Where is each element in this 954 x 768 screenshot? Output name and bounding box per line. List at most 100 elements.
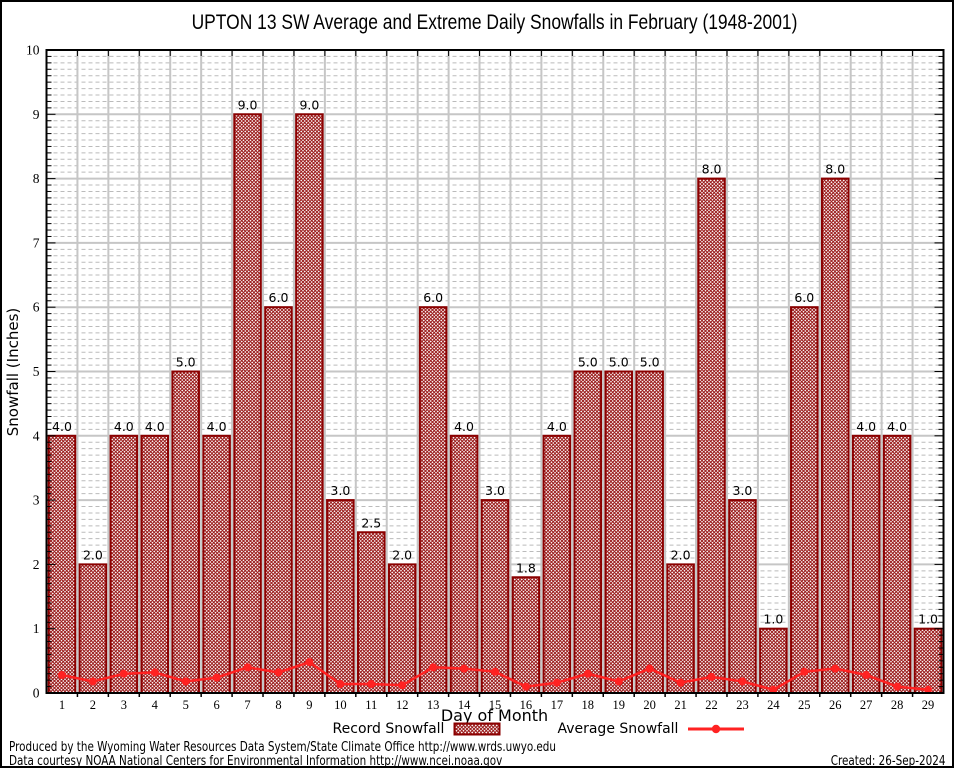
footer-created-date: Created: 26-Sep-2024: [830, 754, 945, 768]
bar-value-label-day-17: 4.0: [547, 419, 567, 434]
average-point-day-29: [924, 685, 933, 694]
bar-day-29: [913, 627, 943, 695]
bar-day-14: [449, 434, 479, 694]
average-point-day-5: [181, 677, 190, 686]
bar-value-label-day-1: 4.0: [52, 419, 72, 434]
bar-day-20: [635, 370, 664, 694]
average-point-day-22: [707, 672, 716, 681]
y-tick-label-8: 8: [33, 171, 40, 186]
y-tick-label-2: 2: [33, 557, 40, 572]
average-point-day-26: [831, 664, 840, 673]
footer-data-courtesy: Data courtesy NOAA National Centers for …: [9, 754, 503, 768]
x-tick-label-2: 2: [90, 698, 96, 712]
footer-produced-by: Produced by the Wyoming Water Resources …: [9, 740, 556, 755]
average-point-day-23: [738, 677, 747, 686]
x-tick-label-3: 3: [121, 698, 127, 712]
x-tick-label-20: 20: [643, 698, 656, 712]
bar-value-label-day-10: 3.0: [330, 483, 350, 498]
bar-value-label-day-25: 6.0: [794, 290, 814, 305]
x-tick-label-10: 10: [334, 698, 347, 712]
bar-day-19: [604, 370, 633, 694]
x-tick-label-6: 6: [213, 698, 219, 712]
x-tick-label-14: 14: [458, 698, 471, 712]
average-point-day-16: [521, 682, 530, 691]
x-tick-label-21: 21: [674, 698, 687, 712]
bar-day-9: [295, 113, 324, 695]
bar-day-11: [357, 531, 386, 694]
y-tick-label-7: 7: [33, 235, 40, 250]
x-tick-label-26: 26: [829, 698, 842, 712]
average-point-day-14: [460, 664, 469, 673]
bar-value-label-day-26: 8.0: [825, 162, 845, 177]
average-point-day-19: [614, 677, 623, 686]
x-tick-label-28: 28: [891, 698, 904, 712]
x-tick-label-19: 19: [612, 698, 625, 712]
average-point-day-3: [119, 669, 128, 678]
average-point-day-13: [429, 663, 438, 672]
bar-value-label-day-24: 1.0: [763, 612, 783, 627]
plot-border: [45, 49, 945, 694]
bar-value-label-day-6: 4.0: [207, 419, 227, 434]
y-tick-label-0: 0: [33, 686, 40, 701]
average-point-day-21: [676, 678, 685, 687]
bar-day-13: [418, 306, 448, 694]
x-axis-label: Day of Month: [440, 706, 549, 725]
bar-day-8: [264, 306, 293, 694]
bar-value-label-day-16: 1.8: [516, 560, 536, 575]
bar-value-label-day-12: 2.0: [392, 547, 412, 562]
bar-day-16: [511, 576, 541, 695]
bar-day-27: [851, 434, 881, 694]
bar-day-4: [140, 434, 170, 694]
bar-value-label-day-11: 2.5: [361, 515, 381, 530]
average-point-day-17: [552, 678, 561, 687]
bar-day-26: [820, 177, 850, 695]
x-tick-label-5: 5: [183, 698, 189, 712]
bar-value-label-day-23: 3.0: [733, 483, 753, 498]
bar-value-label-day-5: 5.0: [176, 355, 196, 370]
bar-day-17: [542, 434, 572, 694]
record-snowfall-swatch-icon: [453, 722, 501, 736]
bar-day-15: [480, 499, 510, 694]
x-tick-label-1: 1: [59, 698, 65, 712]
y-tick-label-9: 9: [33, 107, 40, 122]
y-tick-label-10: 10: [26, 43, 40, 58]
bar-day-23: [728, 499, 757, 694]
x-tick-label-18: 18: [582, 698, 595, 712]
average-point-day-12: [398, 681, 407, 690]
bar-day-10: [326, 499, 355, 694]
bar-value-label-day-15: 3.0: [485, 483, 505, 498]
average-point-day-6: [212, 673, 221, 682]
bar-value-label-day-28: 4.0: [887, 419, 907, 434]
bar-day-25: [790, 306, 819, 694]
bar-value-label-day-22: 8.0: [702, 162, 722, 177]
bar-day-24: [759, 627, 788, 695]
x-tick-label-12: 12: [396, 698, 409, 712]
x-tick-label-27: 27: [860, 698, 873, 712]
bar-value-label-day-4: 4.0: [145, 419, 165, 434]
average-point-day-4: [150, 668, 159, 677]
bar-day-6: [202, 434, 231, 694]
x-tick-label-9: 9: [306, 698, 312, 712]
bar-day-5: [171, 370, 200, 694]
average-point-day-2: [88, 677, 97, 686]
bar-value-label-day-21: 2.0: [671, 547, 691, 562]
average-point-day-27: [862, 670, 871, 679]
bar-value-label-day-27: 4.0: [856, 419, 876, 434]
bar-value-label-day-29: 1.0: [918, 612, 938, 627]
bar-day-7: [233, 113, 262, 695]
x-tick-label-17: 17: [551, 698, 564, 712]
average-point-day-15: [491, 667, 499, 676]
bar-day-2: [78, 563, 108, 695]
bar-value-label-day-9: 9.0: [299, 97, 319, 112]
average-point-day-24: [769, 685, 778, 694]
x-tick-label-24: 24: [767, 698, 780, 712]
chart-legend: Record Snowfall Average Snowfall: [2, 721, 952, 737]
bar-value-label-day-8: 6.0: [269, 290, 289, 305]
average-point-day-9: [305, 658, 314, 667]
bar-value-label-day-13: 6.0: [423, 290, 443, 305]
x-tick-label-25: 25: [798, 698, 811, 712]
bar-day-21: [666, 563, 695, 695]
x-tick-label-29: 29: [922, 698, 935, 712]
x-tick-label-4: 4: [152, 698, 159, 712]
legend-record-label: Record Snowfall: [332, 721, 445, 737]
